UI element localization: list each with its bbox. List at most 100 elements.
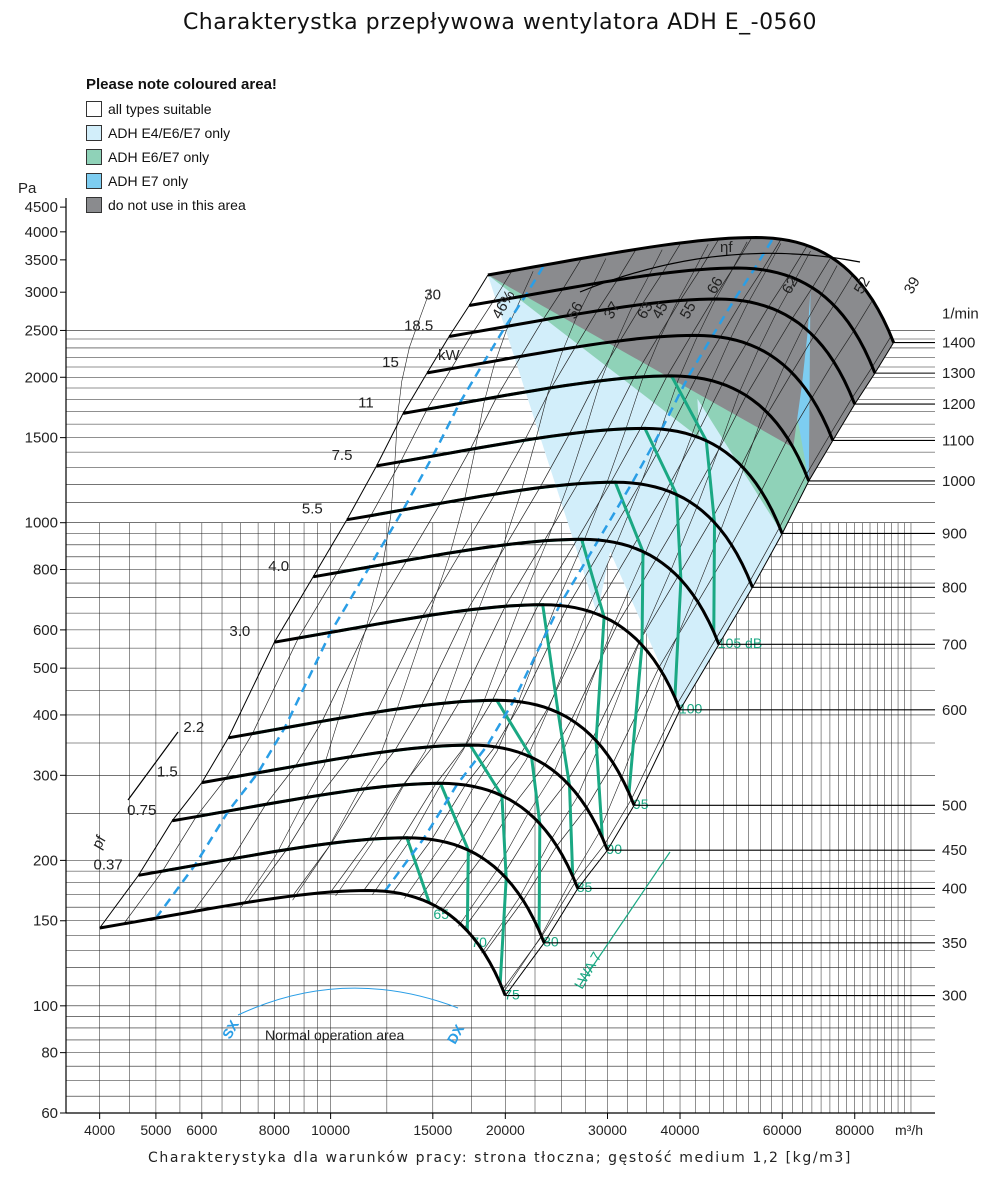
sound-label: 75 (504, 986, 520, 1002)
power-label: 15 (382, 354, 399, 371)
efficiency-label: 52 (851, 274, 874, 297)
efficiency-label: 56 (564, 299, 587, 322)
efficiency-arrow (579, 252, 861, 293)
sound-curve (298, 603, 575, 877)
x-tick-label: 5000 (140, 1122, 171, 1138)
sound-label: 85 (577, 879, 593, 895)
efficiency-curve (404, 243, 709, 899)
system-curve (363, 237, 753, 891)
speed-curve (274, 603, 682, 711)
x-tick-label: 80000 (835, 1122, 874, 1138)
legend-label: ADH E6/E7 only (108, 149, 210, 165)
efficiency-label: 66 (704, 274, 727, 297)
page-title: Charakterystka przepływowa wentylatora A… (182, 10, 818, 35)
efficiency-curve (502, 265, 838, 994)
sound-label: 95 (633, 796, 649, 812)
operation-limit-line (154, 264, 546, 919)
speed-curve (99, 888, 507, 997)
speed-unit: 1/min (942, 306, 979, 323)
speed-curves: 300 350 400 450 500 600 700 800 900 1000 1100 1200 1… (99, 235, 979, 1005)
speed-curve (138, 836, 546, 944)
left-envelope (99, 274, 489, 929)
efficiency-label: 55 (677, 299, 700, 322)
sound-curve (225, 743, 508, 984)
operation-limit-label: DX (444, 1021, 468, 1046)
speed-label: 1400 (942, 335, 975, 352)
efficiency-curve (432, 241, 748, 909)
efficiency-curve (458, 243, 782, 927)
y-tick-label: 60 (41, 1105, 58, 1122)
efficiency-curve (335, 258, 607, 897)
speed-curve (468, 266, 877, 374)
sound-label: 65 (433, 906, 449, 922)
speed-label: 700 (942, 636, 967, 653)
sound-label: 105 dB (718, 635, 762, 651)
y-tick-label: 400 (33, 707, 58, 724)
y-tick-label: 100 (33, 998, 58, 1015)
efficiency-curve (481, 250, 811, 954)
legend-swatch (86, 197, 102, 213)
system-curve (442, 256, 832, 911)
speed-curve (376, 426, 784, 535)
speed-curve (312, 537, 721, 645)
y-tick-label: 1000 (25, 515, 58, 532)
legend-item-all-types: all types suitable (86, 97, 346, 121)
efficiency-label: 62 (779, 274, 802, 297)
sound-label: 100 (679, 700, 703, 716)
power-label: 7.5 (332, 447, 353, 464)
power-label: 2.2 (183, 719, 204, 736)
x-tick-label: 6000 (186, 1122, 217, 1138)
legend-item-do-not-use: do not use in this area (86, 193, 346, 217)
legend-swatch (86, 125, 102, 141)
y-tick-label: 2500 (25, 322, 58, 339)
speed-curve (426, 333, 835, 441)
efficiency-label: 37 (601, 299, 624, 322)
legend-label: do not use in this area (108, 197, 246, 213)
power-unit: kW (438, 347, 461, 364)
y-tick-label: 80 (41, 1045, 58, 1062)
speed-curve (346, 480, 754, 588)
legend-item-e7: ADH E7 only (86, 169, 346, 193)
x-tick-label: 20000 (486, 1122, 525, 1138)
legend-label: all types suitable (108, 101, 212, 117)
efficiency-label: 45 (649, 299, 672, 322)
sound-arrow (579, 851, 671, 986)
speed-label: 900 (942, 525, 967, 542)
y-tick-label: 2000 (25, 369, 58, 386)
system-curve (464, 274, 853, 929)
speed-label: 450 (942, 842, 967, 859)
legend-item-e6e7: ADH E6/E7 only (86, 145, 346, 169)
legend-label: ADH E7 only (108, 173, 189, 189)
x-tick-label: 10000 (311, 1122, 350, 1138)
speed-curve (228, 698, 636, 806)
system-curve (392, 238, 782, 893)
power-label: 30 (424, 287, 441, 304)
y-tick-label: 500 (33, 660, 58, 677)
y-tick-label: 200 (33, 852, 58, 869)
operation-limit-line (383, 237, 775, 893)
efficiency-curve (240, 288, 431, 908)
system-curve (247, 249, 637, 903)
zone-forbidden (487, 237, 894, 481)
system-curve (193, 258, 582, 912)
x-tick-label: 15000 (413, 1122, 452, 1138)
speed-label: 400 (942, 880, 967, 897)
legend-swatch (86, 149, 102, 165)
efficiency-label: 39 (901, 274, 924, 297)
x-tick-label: 8000 (259, 1122, 290, 1138)
system-curve (123, 270, 513, 925)
speed-label: 300 (942, 988, 967, 1005)
speed-label: 1000 (942, 473, 975, 490)
legend-title: Please note coloured area! (86, 76, 277, 93)
y-tick-label: 3500 (25, 252, 58, 269)
axes: 4000 5000 6000 8000 10000 15000 20000 30000 4000… (18, 180, 935, 1138)
sound-symbol: LWA 7 (571, 949, 605, 992)
power-label: 4.0 (268, 558, 289, 575)
right-envelope (504, 342, 895, 996)
speed-label: 1200 (942, 396, 975, 413)
y-tick-label: 800 (33, 562, 58, 579)
x-tick-label: 30000 (588, 1122, 627, 1138)
speed-curve (171, 781, 580, 889)
x-tick-label: 40000 (661, 1122, 700, 1138)
